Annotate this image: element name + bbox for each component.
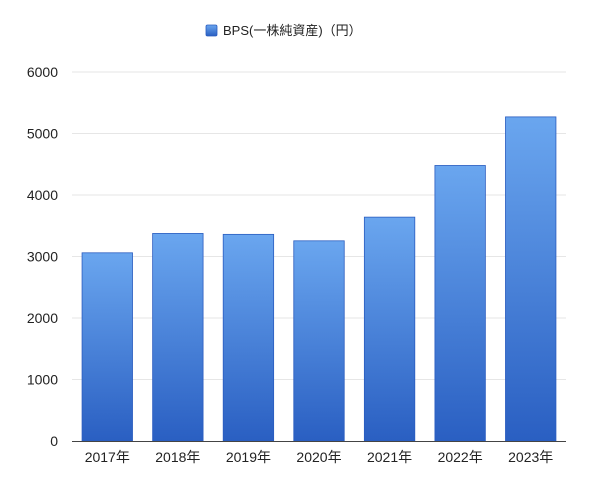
bar-1 [81, 252, 133, 442]
bar-4 [293, 240, 345, 442]
y-tick-label: 4000 [27, 187, 58, 203]
x-tick-label: 2017年 [85, 449, 130, 465]
bar-6 [434, 165, 486, 442]
y-tick-label: 5000 [27, 126, 58, 142]
y-tick-label: 1000 [27, 372, 58, 388]
legend-swatch [205, 24, 218, 37]
x-axis-tick-labels: 2017年 2018年 2019年 2020年 2021年 2022年 2023年 [85, 449, 554, 465]
legend: BPS(一株純資産)（円） [205, 23, 362, 38]
x-tick-label: 2020年 [296, 449, 341, 465]
legend-label: BPS(一株純資産)（円） [223, 23, 362, 38]
bar-2 [152, 233, 204, 442]
y-axis-tick-labels: 0 1000 2000 3000 4000 5000 6000 [27, 64, 58, 449]
y-tick-label: 6000 [27, 64, 58, 80]
x-tick-label: 2021年 [367, 449, 412, 465]
y-tick-label: 3000 [27, 249, 58, 265]
y-tick-label: 2000 [27, 310, 58, 326]
x-tick-label: 2022年 [438, 449, 483, 465]
bar-5 [363, 216, 416, 442]
x-tick-label: 2019年 [226, 449, 271, 465]
bar-3 [222, 233, 275, 442]
bar-7 [505, 116, 557, 442]
bars [81, 116, 557, 442]
x-tick-label: 2023年 [508, 449, 553, 465]
y-tick-label: 0 [50, 433, 58, 449]
x-tick-label: 2018年 [155, 449, 200, 465]
